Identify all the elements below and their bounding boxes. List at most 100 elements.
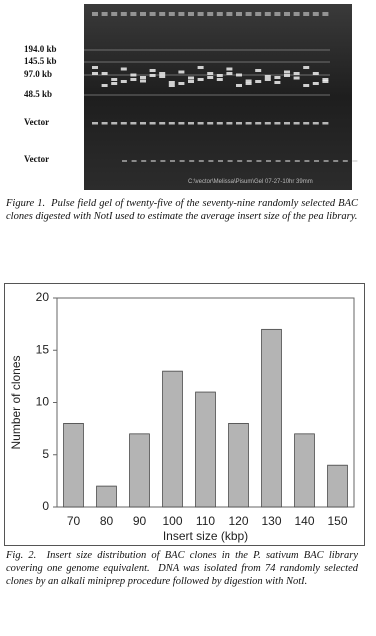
- gel-bands: [84, 12, 358, 162]
- gel-band: [189, 160, 195, 162]
- gel-well: [159, 12, 166, 16]
- gel-band: [293, 76, 300, 80]
- gel-band: [303, 66, 310, 69]
- gel-well: [216, 12, 223, 16]
- gel-band: [160, 160, 166, 162]
- gel-band: [264, 122, 271, 125]
- gel-well: [284, 12, 290, 16]
- gel-band: [226, 72, 233, 75]
- x-tick-label: 100: [162, 514, 182, 528]
- gel-well: [101, 12, 108, 16]
- gel-band: [130, 122, 137, 125]
- gel-band: [120, 80, 127, 83]
- gel-band: [111, 82, 118, 85]
- gel-well: [236, 12, 242, 16]
- gel-band: [322, 122, 329, 125]
- x-axis-label: Insert size (kbp): [163, 529, 248, 543]
- gel-well: [207, 12, 214, 16]
- gel-band: [236, 73, 242, 77]
- gel-well: [303, 12, 310, 16]
- gel-well: [226, 12, 233, 16]
- gel-band: [207, 76, 214, 79]
- gel-band: [178, 70, 185, 74]
- gel-well: [264, 12, 271, 16]
- gel-band: [323, 160, 329, 162]
- gel-band: [111, 122, 118, 125]
- gel-band: [275, 160, 281, 162]
- gel-label: 145.5 kb: [24, 56, 57, 66]
- gel-well: [149, 12, 156, 16]
- gel-band: [197, 66, 204, 69]
- bar: [162, 370, 183, 508]
- gel-band: [140, 122, 146, 125]
- gel-band: [322, 78, 329, 81]
- gel-band: [237, 160, 243, 162]
- gel-band: [140, 79, 146, 83]
- gel-well: [274, 12, 281, 16]
- gel-band: [312, 82, 319, 85]
- bar: [261, 328, 282, 508]
- bar: [129, 433, 150, 508]
- gel-band: [159, 72, 166, 75]
- gel-band: [159, 122, 166, 125]
- gel-band: [130, 78, 137, 81]
- gel-band: [246, 160, 252, 162]
- gel-label: 97.0 kb: [24, 69, 52, 79]
- gel-band: [92, 72, 98, 75]
- gel-band: [122, 160, 127, 162]
- gel-band: [312, 122, 319, 125]
- gel-band: [218, 160, 223, 162]
- gel-band: [141, 160, 147, 162]
- gel-band: [198, 160, 204, 162]
- gel-well: [197, 12, 204, 16]
- gel-band: [255, 69, 262, 72]
- x-tick-label: 120: [228, 514, 248, 528]
- gel-image: [84, 4, 352, 190]
- gel-band: [92, 66, 98, 69]
- gel-band: [208, 160, 214, 162]
- bar: [228, 422, 249, 508]
- gel-label: 194.0 kb: [24, 44, 57, 54]
- gel-well: [255, 12, 262, 16]
- gel-band: [101, 122, 108, 125]
- chart: 0 5 10 15 20 70 80 90 100 110 120 130 140 150 Insert s…: [9, 290, 355, 543]
- gel-band: [304, 160, 310, 162]
- gel-band: [120, 122, 127, 125]
- y-tick-label: 5: [42, 447, 49, 461]
- gel-band: [285, 160, 291, 162]
- gel-well: [322, 12, 329, 16]
- bar: [294, 433, 315, 508]
- bar: [63, 422, 84, 508]
- gel-well: [130, 12, 137, 16]
- gel-band: [179, 160, 185, 162]
- bar: [195, 391, 216, 508]
- bar: [96, 485, 117, 508]
- y-tick-label: 15: [36, 342, 50, 356]
- gel-band: [284, 70, 290, 74]
- gel-band: [101, 72, 108, 75]
- gel-band: [130, 73, 137, 77]
- y-tick-label: 10: [36, 395, 50, 409]
- gel-band: [92, 122, 98, 125]
- x-tick-label: 80: [100, 514, 114, 528]
- gel-band: [226, 67, 233, 71]
- gel-band: [284, 122, 290, 125]
- gel-well: [188, 12, 194, 16]
- gel-band: [149, 122, 156, 125]
- gel-band: [293, 72, 300, 75]
- gel-band: [255, 80, 262, 83]
- y-axis-label: Number of clones: [9, 355, 23, 449]
- gel-band: [140, 76, 146, 79]
- gel-band: [342, 160, 348, 162]
- gel-band: [245, 79, 252, 83]
- gel-well: [178, 12, 185, 16]
- gel-band: [245, 82, 252, 85]
- gel-band: [149, 74, 156, 77]
- gel-band: [284, 74, 290, 77]
- gel-band: [303, 122, 310, 125]
- y-tick-label: 20: [36, 290, 50, 304]
- gel-band: [207, 72, 214, 75]
- gel-band: [294, 160, 300, 162]
- gel-band: [274, 122, 281, 125]
